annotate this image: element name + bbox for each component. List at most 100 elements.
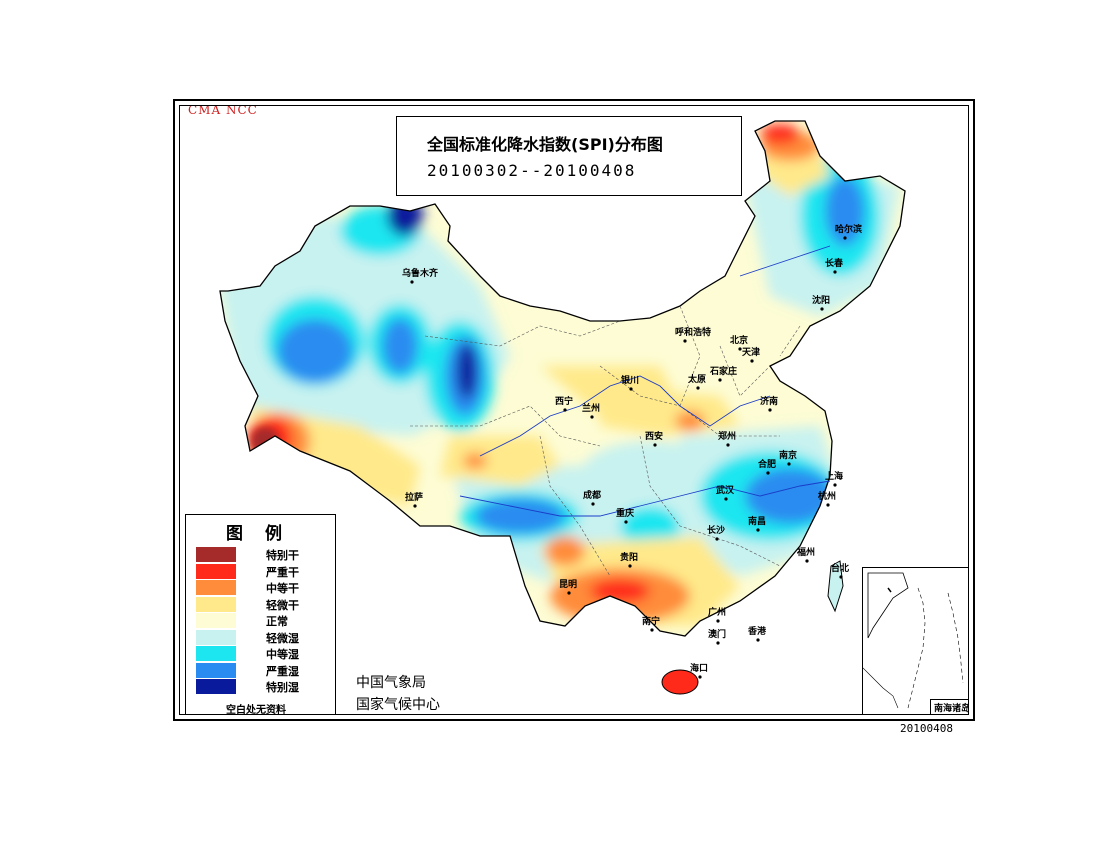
city-dot (716, 619, 720, 623)
city-dot (413, 504, 417, 508)
legend-label: 特别干 (266, 549, 299, 562)
city-dot (738, 347, 742, 351)
city-dot (624, 520, 628, 524)
city-label: 合肥 (758, 458, 776, 470)
city-dot (768, 408, 772, 412)
city-label: 西安 (645, 430, 663, 442)
legend-label: 中等湿 (266, 648, 299, 661)
map-frame: 乌鲁木齐 哈尔滨 长春 沈阳 呼和浩特 北京 天津 石家庄 太原 银川 济南 西宁 兰州 西安 郑州 合肥 南京… (173, 99, 975, 721)
city-label: 广州 (708, 606, 726, 618)
legend-swatch (196, 679, 236, 694)
hainan-island (661, 669, 699, 695)
legend-label: 轻微湿 (266, 631, 299, 645)
city-label: 贵阳 (620, 551, 638, 563)
city-label: 长沙 (707, 524, 725, 536)
legend-item: 中等湿 (196, 646, 330, 664)
legend-label: 正常 (266, 615, 288, 628)
city-dot (766, 471, 770, 475)
legend-item: 特别湿 (196, 679, 330, 697)
city-dot (756, 638, 760, 642)
city-label: 郑州 (718, 430, 736, 442)
legend-item: 正常 (196, 613, 330, 631)
city-label: 太原 (687, 373, 706, 385)
city-label: 重庆 (616, 507, 634, 519)
map-title: 全国标准化降水指数(SPI)分布图 (427, 135, 663, 154)
city-label: 南京 (779, 449, 797, 461)
legend-swatch (196, 662, 236, 678)
legend-label: 特别湿 (266, 681, 299, 694)
city-label: 济南 (760, 395, 778, 407)
city-label: 北京 (730, 334, 748, 346)
city-dot (716, 641, 720, 645)
title-box: 全国标准化降水指数(SPI)分布图 20100302--20100408 (396, 116, 742, 196)
city-dot (629, 387, 633, 391)
legend-swatch (196, 646, 236, 661)
china-border (219, 120, 906, 637)
legend-item: 严重干 (196, 563, 330, 582)
legend-label: 严重干 (266, 565, 299, 579)
city-dot (750, 359, 754, 363)
city-label: 石家庄 (709, 365, 737, 377)
city-label: 银川 (621, 374, 639, 386)
city-dot (843, 236, 847, 240)
city-dot (563, 408, 567, 412)
city-dot (726, 443, 730, 447)
city-label: 台北 (831, 562, 849, 574)
legend-item: 轻微湿 (196, 629, 330, 648)
city-dot (698, 675, 702, 679)
agency-cma: 中国气象局 (356, 675, 426, 691)
city-dot (715, 537, 719, 541)
city-dot (410, 280, 414, 284)
legend-label: 轻微干 (266, 598, 299, 612)
city-label: 沈阳 (812, 294, 830, 306)
city-dot (567, 591, 571, 595)
city-dot (683, 339, 687, 343)
city-label: 拉萨 (405, 491, 423, 503)
city-dot (650, 628, 654, 632)
watermark: CMA NCC (188, 105, 258, 117)
city-label: 呼和浩特 (675, 326, 711, 338)
rivers (459, 245, 831, 517)
inset-map (863, 572, 964, 709)
legend-swatch (196, 563, 236, 579)
legend-label: 严重湿 (266, 664, 299, 678)
taiwan-island (827, 560, 844, 613)
legend-label: 中等干 (266, 582, 299, 595)
city-dot (839, 575, 843, 579)
city-dot (833, 270, 837, 274)
city-label: 长春 (825, 257, 844, 269)
city-label: 哈尔滨 (835, 223, 862, 235)
legend-swatch (196, 580, 236, 595)
city-dot (787, 462, 791, 466)
city-label: 福州 (796, 546, 815, 558)
city-dot (653, 443, 657, 447)
legend-swatch (196, 596, 236, 612)
city-label: 西宁 (555, 395, 573, 407)
legend-swatch (196, 629, 236, 645)
city-dot (756, 528, 760, 532)
city-label: 武汉 (716, 484, 735, 496)
legend-title: 图例 (226, 524, 304, 544)
legend-item: 特别干 (196, 547, 330, 565)
legend-item: 轻微干 (196, 596, 330, 615)
city-dot (696, 386, 700, 390)
city-label: 上海 (825, 470, 843, 482)
city-dot (833, 483, 837, 487)
map-area: 乌鲁木齐 哈尔滨 长春 沈阳 呼和浩特 北京 天津 石家庄 太原 银川 济南 西宁 兰州 西安 郑州 合肥 南京… (179, 105, 969, 715)
city-label: 兰州 (582, 402, 600, 414)
city-dot (718, 378, 722, 382)
legend-swatch (196, 547, 236, 562)
inset-label: 南海诸岛 (929, 699, 968, 714)
south-china-sea-inset: 南海诸岛 (862, 567, 968, 714)
city-label: 海口 (690, 662, 708, 674)
map-period: 20100302--20100408 (427, 161, 637, 180)
city-label: 香港 (747, 625, 767, 637)
legend-item: 严重湿 (196, 662, 330, 681)
city-label: 澳门 (708, 628, 726, 640)
legend-item: 中等干 (196, 580, 330, 598)
city-label: 成都 (583, 489, 601, 501)
city-label: 南昌 (748, 515, 766, 527)
city-dot (628, 564, 632, 568)
city-label: 天津 (742, 346, 760, 358)
